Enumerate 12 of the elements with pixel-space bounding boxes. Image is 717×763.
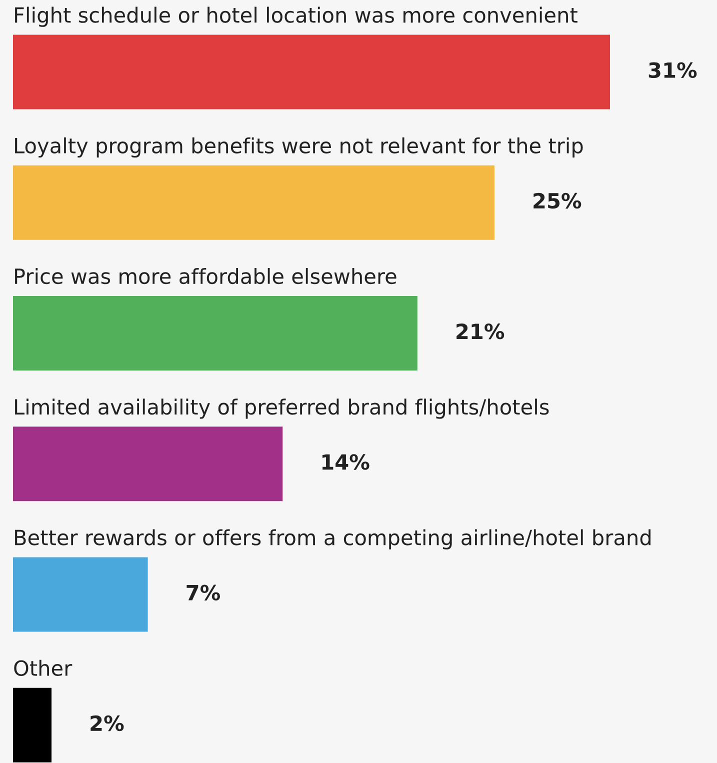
y-tick-label: Better rewards or offers from a competing airline/hotel brand: [15, 529, 650, 550]
y-tick-label: Other: [14, 660, 72, 676]
data-label: 31%: [648, 62, 697, 78]
data-label: 7%: [186, 584, 220, 601]
data-label: 25%: [534, 192, 582, 209]
data-label: 21%: [456, 324, 504, 340]
data-label: 2%: [90, 715, 124, 732]
data-label: 14%: [322, 454, 370, 470]
y-tick-label: Limited availability of preferred brand flights/hotels: [15, 398, 549, 419]
y-tick-label: Price was more affordable elsewhere: [15, 268, 396, 284]
y-tick-label: Loyalty program benefits were not relevant for the trip: [15, 137, 583, 158]
y-tick-label: Flight schedule or hotel location was more convenient: [15, 6, 578, 27]
